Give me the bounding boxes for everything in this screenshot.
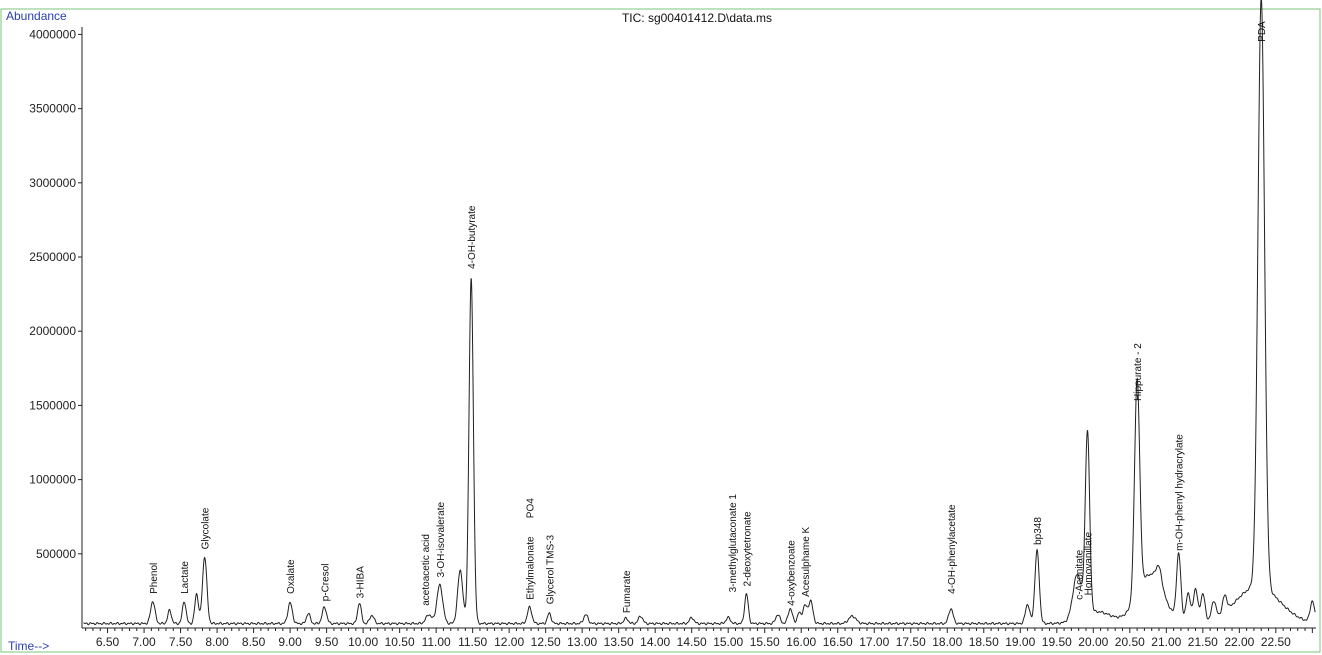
- x-tick-label: 7.00: [132, 635, 156, 649]
- peak-label: Ethylmalonate: [526, 536, 537, 600]
- x-tick-label: 9.00: [278, 635, 302, 649]
- x-tick-label: 17.00: [859, 635, 889, 649]
- x-tick-label: 16.50: [823, 635, 853, 649]
- peak-label: 3-methylglutaconate 1: [728, 494, 739, 593]
- y-tick-label: 1500000: [29, 398, 76, 412]
- peak-label: Glycolate: [201, 507, 212, 549]
- x-tick-label: 21.00: [1151, 635, 1181, 649]
- x-tick-label: 14.00: [640, 635, 670, 649]
- peak-label: 3-HIBA: [355, 566, 366, 599]
- peak-label: 4-oxybenzoate: [786, 540, 797, 606]
- peak-label: 4-OH-butyrate: [467, 205, 478, 269]
- y-tick-label: 1000000: [29, 473, 76, 487]
- x-tick-label: 11.50: [458, 635, 487, 649]
- y-tick-label: 3000000: [29, 176, 76, 190]
- peak-label: Homovanillate: [1083, 532, 1094, 596]
- x-tick-label: 15.50: [750, 635, 780, 649]
- peak-label: Glycerol TMS-3: [545, 535, 556, 605]
- x-tick-label: 22.00: [1224, 635, 1254, 649]
- x-tick-label: 19.50: [1042, 635, 1072, 649]
- x-tick-label: 20.00: [1078, 635, 1108, 649]
- x-tick-label: 11.00: [422, 635, 451, 649]
- x-tick-label: 15.00: [713, 635, 743, 649]
- peak-label: PDA: [1257, 21, 1268, 42]
- x-tick-label: 13.00: [567, 635, 597, 649]
- peak-labels: Phenol Lactate Glycolate Oxalate p-Cresol 3-H…: [149, 21, 1268, 613]
- y-tick-label: 4000000: [29, 27, 76, 41]
- peak-label: 2-deoxytetronate: [742, 511, 753, 586]
- x-tick-label: 12.00: [494, 635, 524, 649]
- x-tick-label: 8.50: [242, 635, 266, 649]
- tic-trace: [83, 0, 1316, 626]
- y-tick-label: 2500000: [29, 250, 76, 264]
- y-tick-label: 2000000: [29, 324, 76, 338]
- peak-label: Oxalate: [286, 559, 297, 594]
- x-tick-label: 18.50: [969, 635, 999, 649]
- x-axis-label: Time-->: [8, 639, 49, 653]
- peak-label: Fumarate: [622, 570, 633, 613]
- x-tick-label: 8.00: [205, 635, 229, 649]
- peak-label: PO4: [526, 498, 537, 518]
- x-tick-label: 14.50: [677, 635, 707, 649]
- x-tick-label: 16.00: [786, 635, 816, 649]
- peak-label: acetoacetic acid: [421, 534, 432, 606]
- x-tick-label: 17.50: [896, 635, 926, 649]
- x-tick-label: 10.00: [348, 635, 378, 649]
- y-tick-label: 500000: [36, 547, 76, 561]
- peak-label: m-OH-phenyl hydracrylate: [1175, 434, 1186, 551]
- x-tick-label: 21.50: [1188, 635, 1218, 649]
- x-tick-label: 10.50: [385, 635, 415, 649]
- peak-label: c-Aconitate: [1075, 549, 1086, 599]
- peak-label: Acesulphame K: [801, 526, 812, 596]
- x-ticks: 6.50 7.00 7.50 8.00 8.50 9.00 9.50 10.00 10.50 11…: [85, 628, 1313, 649]
- y-ticks: 500000 1000000 1500000 2000000 2500000 300000…: [29, 27, 82, 561]
- x-tick-label: 20.50: [1115, 635, 1145, 649]
- y-axis-label: Abundance: [6, 9, 67, 23]
- x-tick-label: 19.00: [1005, 635, 1035, 649]
- peak-label: 3-OH-isovalerate: [436, 502, 447, 578]
- chart-title: TIC: sg00401412.D\data.ms: [622, 11, 772, 25]
- x-tick-label: 6.50: [96, 635, 120, 649]
- peak-label: Hippurate - 2: [1133, 343, 1144, 401]
- y-tick-label: 3500000: [29, 102, 76, 116]
- peak-label: p-Cresol: [320, 563, 331, 601]
- peak-label: Phenol: [149, 563, 160, 594]
- x-tick-label: 9.50: [315, 635, 339, 649]
- x-tick-label: 13.50: [604, 635, 634, 649]
- peak-label: 4-OH-phenylacetate: [947, 504, 958, 594]
- x-tick-label: 22.50: [1261, 635, 1291, 649]
- peak-label: Lactate: [180, 561, 191, 594]
- peak-label: bp348: [1033, 517, 1044, 545]
- x-tick-label: 12.50: [531, 635, 561, 649]
- x-tick-label: 7.50: [169, 635, 193, 649]
- x-tick-label: 18.00: [932, 635, 962, 649]
- plot-frame: [0, 8, 1321, 653]
